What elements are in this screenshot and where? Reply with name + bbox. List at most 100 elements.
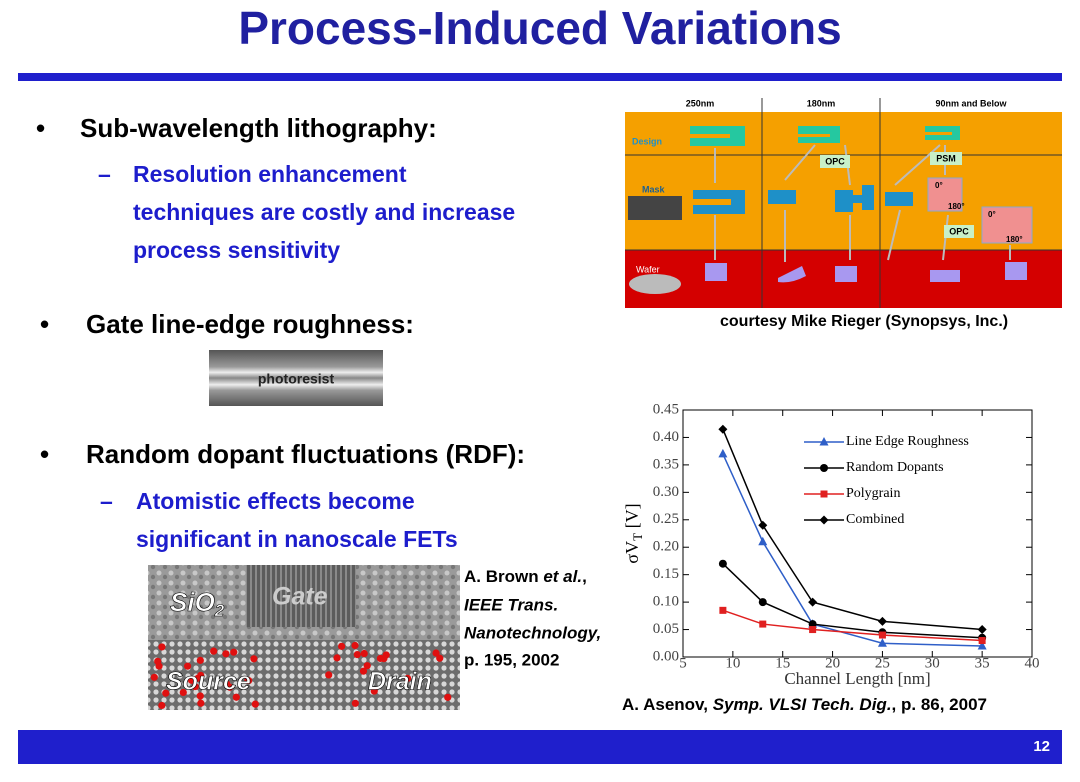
x-axis-label: Channel Length [nm] — [784, 669, 930, 688]
dopant-atom — [333, 654, 341, 662]
litho-column: 180nm — [807, 98, 836, 108]
gate-region — [246, 565, 356, 627]
bullet-text: Random dopant fluctuations (RDF): — [86, 439, 525, 469]
tem-image — [148, 565, 460, 710]
dopant-atom — [351, 641, 359, 650]
sub-text: significant in nanoscale FETs — [136, 526, 458, 552]
litho-label: 0° — [935, 181, 943, 190]
dopant-atom — [351, 699, 359, 707]
sub-text: Resolution enhancement — [133, 161, 407, 187]
dopant-atom — [244, 676, 252, 685]
design-shape — [690, 126, 745, 146]
marker — [809, 626, 817, 634]
x-tick-label: 10 — [725, 655, 740, 671]
dopant-atom — [162, 689, 170, 697]
mask-shape — [768, 185, 874, 212]
x-tick-label: 20 — [825, 655, 840, 671]
dopant-atom — [150, 673, 158, 681]
marker — [877, 638, 887, 647]
x-tick-label: 5 — [679, 655, 687, 671]
dopant-atom — [338, 642, 346, 650]
dopant-atom — [353, 650, 361, 659]
dopant-atom — [436, 654, 444, 662]
dopant-atom — [158, 701, 166, 710]
marker — [977, 641, 987, 650]
litho-label: OPC — [949, 226, 969, 236]
litho-label: OPC — [825, 156, 845, 166]
photoresist-label: photoresist — [258, 371, 335, 387]
mask-shape — [885, 192, 913, 206]
dopant-atom — [196, 656, 204, 664]
chart: 5 10 15 20 25 30 35 40 0.00 0.05 0.10 0.15 0.20 0.25 0… — [622, 401, 1039, 687]
citation-part: , — [582, 567, 587, 586]
courtesy: courtesy Mike Rieger (Synopsys, Inc.) — [720, 313, 1008, 330]
wafer-shape — [930, 270, 960, 282]
legend-marker — [819, 437, 829, 446]
citation-part: Symp. VLSI Tech. Dig. — [713, 695, 892, 714]
dopant-atom — [158, 643, 166, 651]
dopant-atom — [191, 682, 199, 691]
legend-marker — [819, 515, 829, 525]
dopant-atom — [179, 688, 187, 697]
dopant-atom — [230, 648, 238, 656]
marker — [758, 520, 768, 530]
legend-label: Line Edge Roughness — [846, 434, 969, 449]
y-tick-label: 0.20 — [653, 539, 679, 555]
psm-shape — [927, 177, 963, 212]
y-tick-label: 0.05 — [653, 621, 679, 637]
y-tick-label: 0.15 — [653, 566, 679, 582]
psm-shape — [981, 206, 1033, 244]
litho-row: Mask — [642, 184, 666, 194]
x-tick-label: 25 — [875, 655, 890, 671]
citation: A. Asenov, Symp. VLSI Tech. Dig., p. 86,… — [622, 695, 987, 714]
wafer-icon — [629, 274, 681, 294]
marker — [758, 536, 768, 546]
legend-marker — [820, 464, 828, 472]
sub-text: process sensitivity — [133, 237, 340, 263]
bullet-text: Sub-wavelength lithography: — [80, 113, 437, 143]
dopant-atom — [359, 667, 368, 675]
x-tick-label: 35 — [975, 655, 990, 671]
y-tick-label: 0.10 — [653, 594, 679, 610]
litho-label: 180° — [1006, 235, 1023, 244]
gate-label: Gate — [272, 583, 328, 611]
marker — [718, 448, 728, 458]
litho-figure — [625, 98, 1062, 308]
opc-box — [820, 155, 850, 168]
dopant-atom — [380, 655, 388, 663]
plot-area — [682, 409, 1033, 658]
litho-column: 90nm and Below — [935, 98, 1007, 108]
y-tick-label: 0.00 — [653, 648, 679, 664]
footer-bar — [18, 730, 1062, 764]
litho-label: PSM — [936, 153, 956, 163]
oxide-label: SiO2 — [170, 587, 225, 621]
wafer-shape — [835, 266, 857, 282]
dopant-atom — [444, 693, 452, 701]
x-tick-label: 30 — [925, 655, 940, 671]
marker — [977, 625, 987, 635]
citation: A. Brown et al., — [464, 567, 587, 586]
litho-row: Design — [632, 136, 662, 146]
y-axis-label: σVT [V] — [622, 503, 645, 563]
citation: IEEE Trans. — [464, 595, 558, 614]
litho-column: 250nm — [686, 98, 715, 108]
litho-label: 180° — [948, 202, 965, 211]
citation: p. 195, 2002 — [464, 650, 559, 669]
design-shape — [798, 126, 840, 143]
x-tick-label: 40 — [1025, 655, 1040, 671]
y-tick-label: 0.40 — [653, 429, 679, 445]
litho-row: Wafer — [636, 264, 660, 274]
y-axis-label-part: [V] — [622, 503, 642, 533]
photoresist-image — [209, 350, 383, 406]
dopant-atom — [210, 647, 218, 655]
y-axis-label-part: σV — [622, 541, 642, 564]
bullet-text: Gate line-edge roughness: — [86, 309, 414, 339]
sub-marker: – — [98, 161, 111, 187]
page-number: 12 — [1033, 738, 1050, 755]
dopant-atom — [226, 683, 234, 691]
oxide-label-main: SiO — [170, 587, 215, 617]
dopant-atom — [155, 662, 163, 670]
dopant-atom — [404, 674, 412, 682]
marker — [718, 559, 727, 568]
